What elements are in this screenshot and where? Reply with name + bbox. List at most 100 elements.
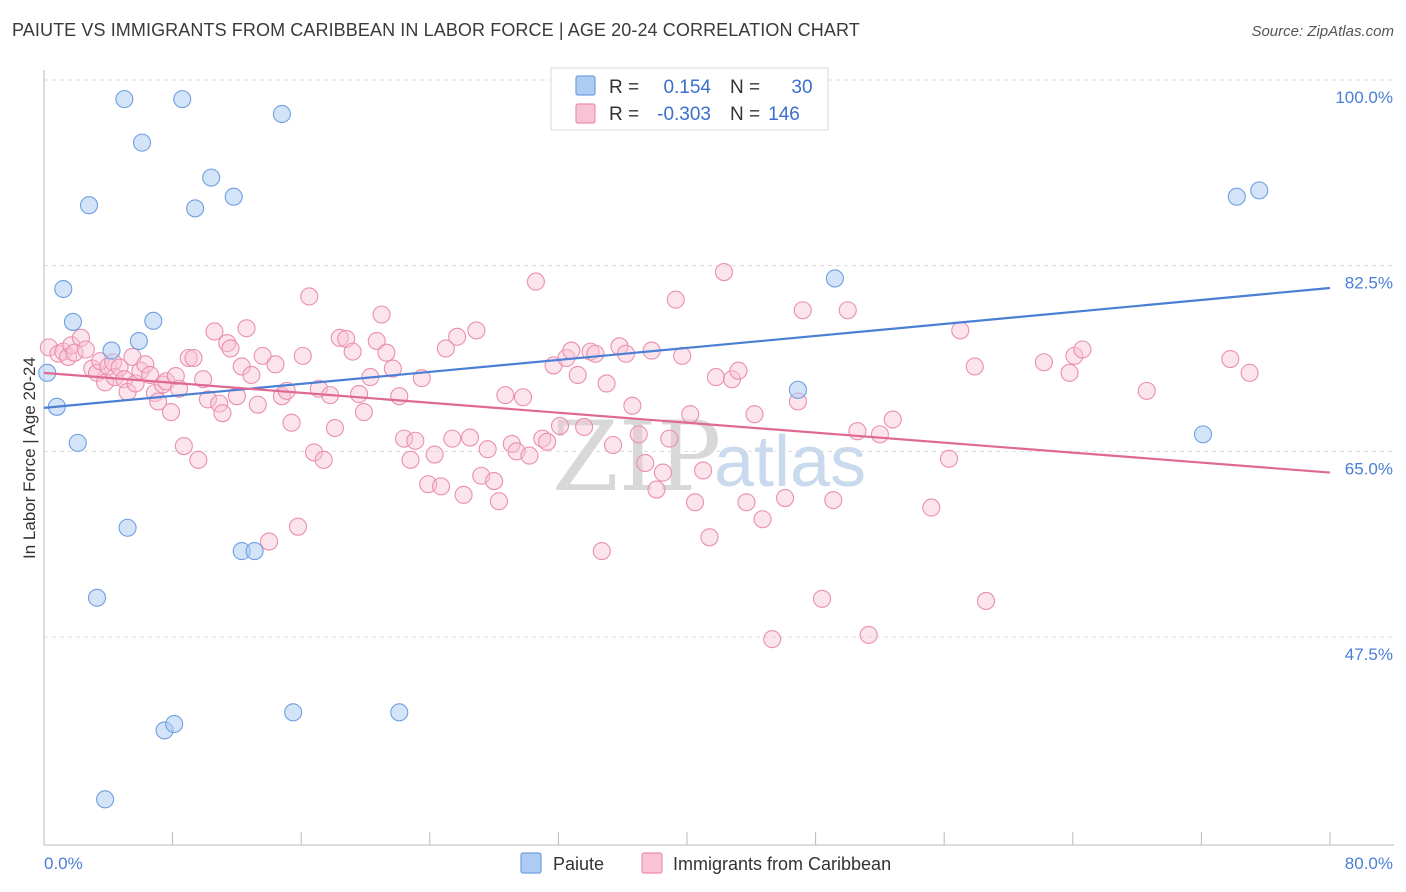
caribbean-point <box>592 542 611 561</box>
caribbean-point <box>586 344 605 363</box>
paiute-point <box>63 312 82 331</box>
caribbean-point <box>538 432 557 451</box>
caribbean-point <box>377 343 396 362</box>
caribbean-point <box>653 463 672 482</box>
caribbean-point <box>288 517 308 536</box>
caribbean-point <box>485 472 504 491</box>
paiute-point <box>173 90 192 109</box>
caribbean-point <box>436 339 455 358</box>
caribbean-point <box>443 429 462 448</box>
caribbean-point <box>623 396 642 415</box>
caribbean-n-value: 146 <box>768 104 800 125</box>
caribbean-point <box>314 450 333 469</box>
source-credit: Source: ZipAtlas.com <box>1251 23 1394 40</box>
caribbean-point <box>367 331 386 351</box>
caribbean-point <box>597 374 616 393</box>
caribbean-point <box>390 387 409 406</box>
caribbean-point <box>533 429 552 448</box>
caribbean-legend-swatch <box>575 103 596 124</box>
caribbean-point <box>174 437 193 456</box>
paiute-point <box>68 433 87 452</box>
paiute-legend-swatch <box>575 75 596 96</box>
x-tick-label-max: 80.0% <box>1345 854 1393 873</box>
caribbean-point <box>1060 363 1079 382</box>
paiute-point <box>224 187 243 206</box>
caribbean-point <box>939 449 959 468</box>
caribbean-point <box>179 348 198 368</box>
caribbean-point <box>259 532 279 551</box>
caribbean-point <box>838 301 857 320</box>
caribbean-point <box>489 492 508 511</box>
caribbean-point <box>575 417 594 437</box>
caribbean-point <box>372 305 391 324</box>
caribbean-point <box>401 450 420 469</box>
paiute-point <box>272 104 291 124</box>
paiute-point <box>115 90 134 109</box>
caribbean-point <box>681 405 700 424</box>
paiute-point <box>129 331 148 351</box>
caribbean-point <box>218 334 237 353</box>
caribbean-point <box>550 416 570 435</box>
caribbean-point <box>737 493 756 512</box>
caribbean-point <box>647 480 666 499</box>
caribbean-point <box>383 359 402 378</box>
paiute-point <box>1250 181 1269 200</box>
paiute-point <box>1227 187 1246 206</box>
paiute-point <box>202 168 221 187</box>
y-tick-label: 82.5% <box>1345 274 1393 293</box>
caribbean-point <box>568 365 587 385</box>
caribbean-point <box>460 428 480 447</box>
caribbean-point <box>496 386 515 405</box>
caribbean-point <box>526 272 545 291</box>
paiute-point <box>79 196 99 215</box>
caribbean-point <box>39 338 58 357</box>
paiute-point <box>788 380 807 399</box>
paiute-point <box>284 703 303 722</box>
paiute-point <box>87 588 107 607</box>
y-tick-label: 47.5% <box>1345 645 1393 664</box>
caribbean-point <box>350 385 369 404</box>
caribbean-point <box>205 322 224 341</box>
caribbean-point <box>745 405 764 424</box>
caribbean-point <box>325 418 345 438</box>
caribbean-point <box>1240 363 1259 382</box>
caribbean-point <box>141 365 160 385</box>
caribbean-point <box>812 589 832 608</box>
paiute-point <box>1193 425 1213 444</box>
caribbean-point <box>210 394 229 413</box>
y-tick-label: 100.0% <box>1335 88 1393 107</box>
caribbean-point <box>467 321 486 340</box>
caribbean-r-value: -0.303 <box>657 104 711 125</box>
paiute-trend-line <box>43 286 1331 409</box>
caribbean-point <box>330 328 349 347</box>
caribbean-point <box>763 630 782 649</box>
caribbean-point <box>282 413 301 432</box>
caribbean-point <box>305 443 324 462</box>
axes <box>43 70 1394 846</box>
caribbean-series-label: Immigrants from Caribbean <box>673 854 891 874</box>
caribbean-point <box>859 625 878 644</box>
series-legend: Paiute Immigrants from Caribbean <box>520 852 891 874</box>
y-tick-label: 65.0% <box>1345 459 1393 478</box>
caribbean-point <box>729 361 748 380</box>
caribbean-point <box>660 429 679 448</box>
caribbean-n-label: N = <box>730 104 760 125</box>
caribbean-point <box>293 346 312 365</box>
x-tick-label-min: 0.0% <box>44 854 83 873</box>
stats-legend: R = 0.154 N = 30 R = -0.303 N = 146 <box>550 67 829 131</box>
caribbean-point <box>198 390 218 409</box>
caribbean-point <box>242 365 261 385</box>
paiute-r-value: 0.154 <box>663 77 711 98</box>
caribbean-point <box>110 358 129 377</box>
caribbean-point <box>1137 381 1156 400</box>
caribbean-point <box>194 370 213 389</box>
caribbean-series-swatch <box>641 852 663 874</box>
x-axis-ticks <box>43 832 1331 845</box>
caribbean-points <box>39 263 1259 649</box>
caribbean-point <box>448 327 467 346</box>
caribbean-point <box>753 510 772 529</box>
caribbean-trend-line <box>43 371 1331 474</box>
caribbean-point <box>870 425 889 444</box>
caribbean-point <box>793 301 812 320</box>
caribbean-point <box>237 319 256 338</box>
